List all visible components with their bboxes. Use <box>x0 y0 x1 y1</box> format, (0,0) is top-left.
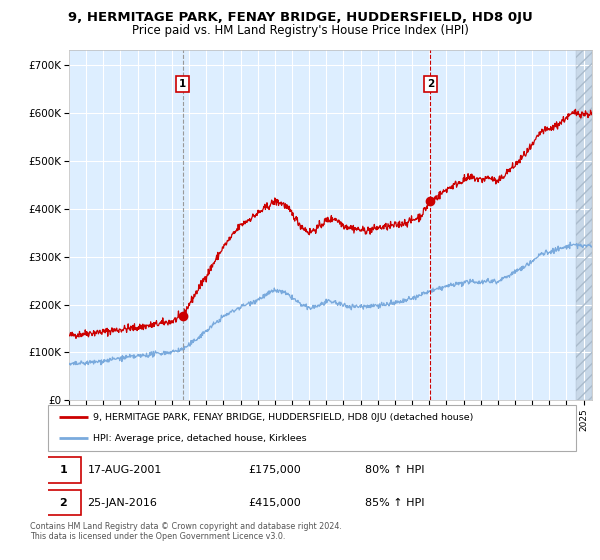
Text: £175,000: £175,000 <box>248 465 301 475</box>
Text: Contains HM Land Registry data © Crown copyright and database right 2024.
This d: Contains HM Land Registry data © Crown c… <box>30 522 342 542</box>
Bar <box>577 50 592 400</box>
Text: Price paid vs. HM Land Registry's House Price Index (HPI): Price paid vs. HM Land Registry's House … <box>131 24 469 36</box>
Text: 2: 2 <box>427 79 434 89</box>
Text: £415,000: £415,000 <box>248 497 301 507</box>
Text: 25-JAN-2016: 25-JAN-2016 <box>88 497 157 507</box>
Text: 80% ↑ HPI: 80% ↑ HPI <box>365 465 424 475</box>
Text: 1: 1 <box>179 79 186 89</box>
Text: 17-AUG-2001: 17-AUG-2001 <box>88 465 162 475</box>
FancyBboxPatch shape <box>48 405 576 451</box>
Text: HPI: Average price, detached house, Kirklees: HPI: Average price, detached house, Kirk… <box>93 434 307 443</box>
FancyBboxPatch shape <box>46 458 81 483</box>
Text: 1: 1 <box>59 465 67 475</box>
FancyBboxPatch shape <box>46 489 81 515</box>
Text: 85% ↑ HPI: 85% ↑ HPI <box>365 497 424 507</box>
Bar <box>577 50 592 400</box>
Text: 9, HERMITAGE PARK, FENAY BRIDGE, HUDDERSFIELD, HD8 0JU: 9, HERMITAGE PARK, FENAY BRIDGE, HUDDERS… <box>68 11 532 24</box>
Text: 9, HERMITAGE PARK, FENAY BRIDGE, HUDDERSFIELD, HD8 0JU (detached house): 9, HERMITAGE PARK, FENAY BRIDGE, HUDDERS… <box>93 413 473 422</box>
Text: 2: 2 <box>59 497 67 507</box>
